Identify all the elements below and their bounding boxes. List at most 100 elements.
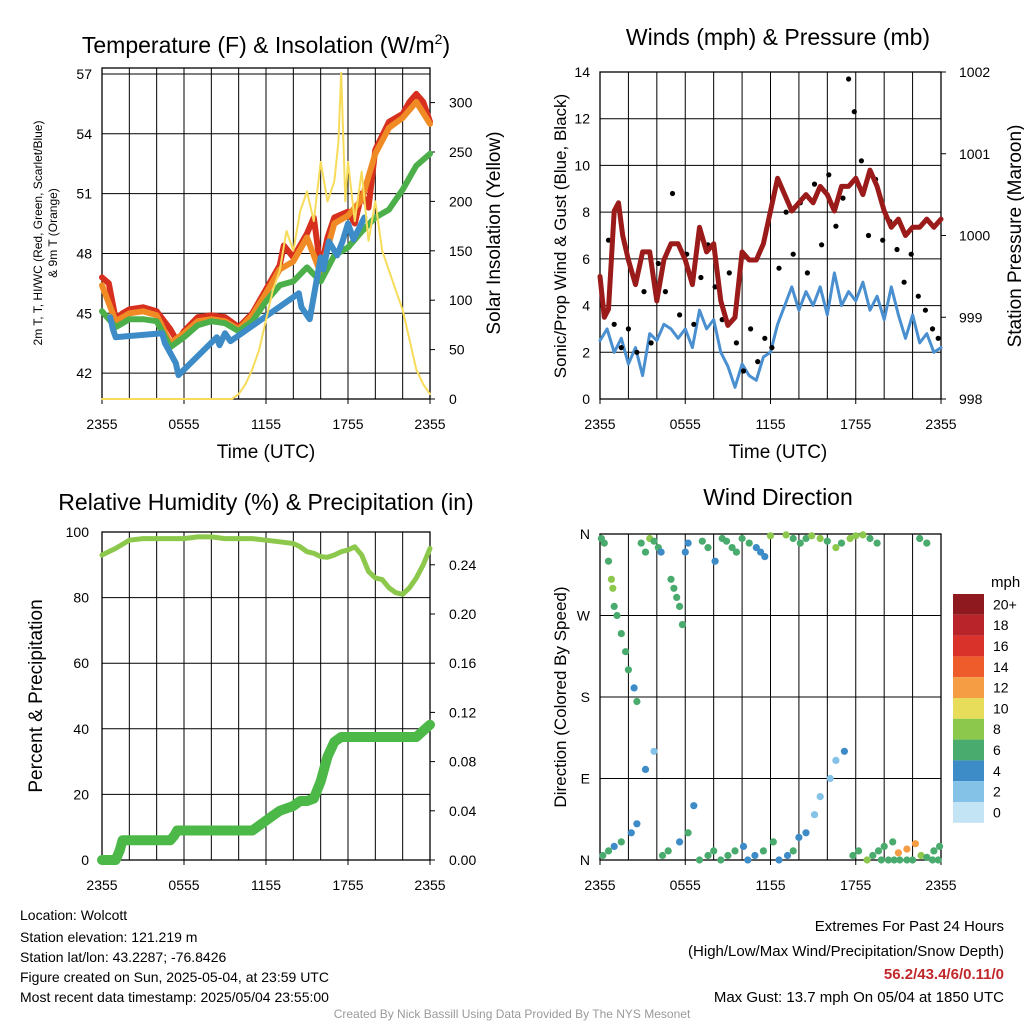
wind-ytick-3: 6 [582,251,590,267]
direction-point-22 [678,621,687,629]
direction-point-55 [896,856,904,864]
precip-ytick-2: 0.08 [449,754,476,770]
pressure-ytick-2: 1000 [959,228,990,244]
direction-chart-title: Wind Direction [703,484,853,510]
direction-point-5 [610,602,618,611]
gust-point-11 [677,312,683,318]
gust-point-2 [611,321,617,327]
direction-point-43 [816,534,824,543]
gust-point-9 [662,289,669,295]
gust-point-42 [894,246,900,253]
panel1-xtick-label-1: 0555 [168,416,199,432]
temp-ytick-4: 54 [76,126,92,142]
direction-ytick-4: N [580,526,590,542]
gust-point-30 [811,181,818,187]
speed-legend-label-6: 8 [993,721,1001,737]
gust-point-6 [641,289,647,295]
direction-point-41 [802,534,810,543]
direction-point-60 [928,856,937,864]
gust-point-3 [618,345,624,351]
direction-point-84 [759,847,768,855]
direction-point-12 [637,539,645,547]
direction-ytick-2: S [581,689,590,705]
panel3-xtick-label-4: 2355 [414,877,445,893]
direction-point-89 [795,833,803,842]
direction-point-62 [599,851,607,860]
direction-point-108 [930,847,938,855]
speed-legend-label-10: 0 [993,804,1001,820]
direction-point-27 [711,557,719,565]
insolation-ytick-1: 50 [449,342,465,358]
direction-point-74 [690,802,698,810]
gust-point-13 [691,321,697,327]
speed-legend-swatch-10 [953,802,984,823]
speed-legend-label-0: 20+ [993,596,1017,612]
precip-ytick-1: 0.04 [449,803,476,819]
direction-point-42 [808,532,816,540]
direction-point-88 [789,847,797,855]
temp-ytick-3: 51 [76,186,92,202]
wind-speed-line [598,271,943,389]
gust-point-1 [605,237,612,243]
insolation-ytick-0: 0 [449,391,457,407]
direction-point-20 [673,593,681,602]
wind-ylabel: Sonic/Prop Wind & Gust (Blue, Black) [551,94,570,378]
latlon-text: Station lat/lon: 43.2287; -76.8426 [20,949,227,965]
direction-point-66 [627,829,635,837]
direction-point-95 [840,747,849,755]
direction-point-67 [633,820,641,828]
direction-ytick-1: E [581,771,590,787]
speed-legend-swatch-1 [953,614,984,636]
speed-legend-swatch-4 [953,677,984,698]
panel3-xtick-label-3: 1755 [332,877,363,893]
gust-point-34 [840,195,846,201]
direction-point-39 [789,534,797,543]
direction-point-69 [650,747,658,755]
direction-point-65 [617,838,625,846]
rh-ylabel: Percent & Precipitation [26,599,47,792]
direction-point-99 [869,851,877,860]
pressure-ylabel: Station Pressure (Maroon) [1005,125,1024,348]
direction-point-37 [766,532,775,540]
direction-point-44 [823,537,831,545]
direction-point-91 [810,811,819,819]
gust-point-24 [769,345,775,351]
panel3-xtick-label-2: 1155 [251,877,281,893]
panel4-xtick-label-1: 0555 [670,877,701,893]
direction-point-82 [744,856,752,864]
direction-point-90 [802,829,810,837]
direction-point-70 [658,851,667,860]
precip-ytick-4: 0.16 [449,655,476,671]
direction-point-18 [667,575,675,583]
gust-point-38 [865,232,872,239]
max-gust-text: Max Gust: 13.7 mph On 05/04 at 1850 UTC [713,989,1004,1006]
recent-data-text: Most recent data timestamp: 2025/05/04 2… [20,989,329,1005]
extremes-values: 56.2/43.4/6/0.11/0 [883,966,1004,983]
speed-legend-swatch-9 [953,781,984,802]
wind-ytick-4: 8 [582,204,590,220]
temp-title-sup: 2 [435,31,443,47]
credit-text: Created By Nick Bassill Using Data Provi… [333,1007,691,1021]
direction-point-24 [684,539,692,547]
direction-point-105 [911,840,920,848]
direction-point-64 [610,842,618,851]
speed-legend-label-2: 16 [993,638,1009,654]
gust-point-48 [935,335,941,341]
direction-point-19 [670,584,678,592]
direction-point-87 [783,851,792,860]
panel2-xtick-label-1: 0555 [670,416,701,432]
gust-point-20 [740,368,747,374]
direction-point-80 [731,847,739,855]
direction-point-71 [664,847,672,855]
gust-point-33 [833,223,839,229]
gust-point-22 [755,359,761,365]
direction-point-96 [849,851,857,860]
insolation-ytick-6: 300 [449,95,473,111]
temp-series-line-3 [107,214,368,379]
direction-point-54 [890,856,898,864]
direction-point-73 [684,829,692,837]
direction-point-63 [604,847,613,855]
rh-ytick-4: 80 [73,590,89,606]
gust-point-21 [748,326,754,332]
